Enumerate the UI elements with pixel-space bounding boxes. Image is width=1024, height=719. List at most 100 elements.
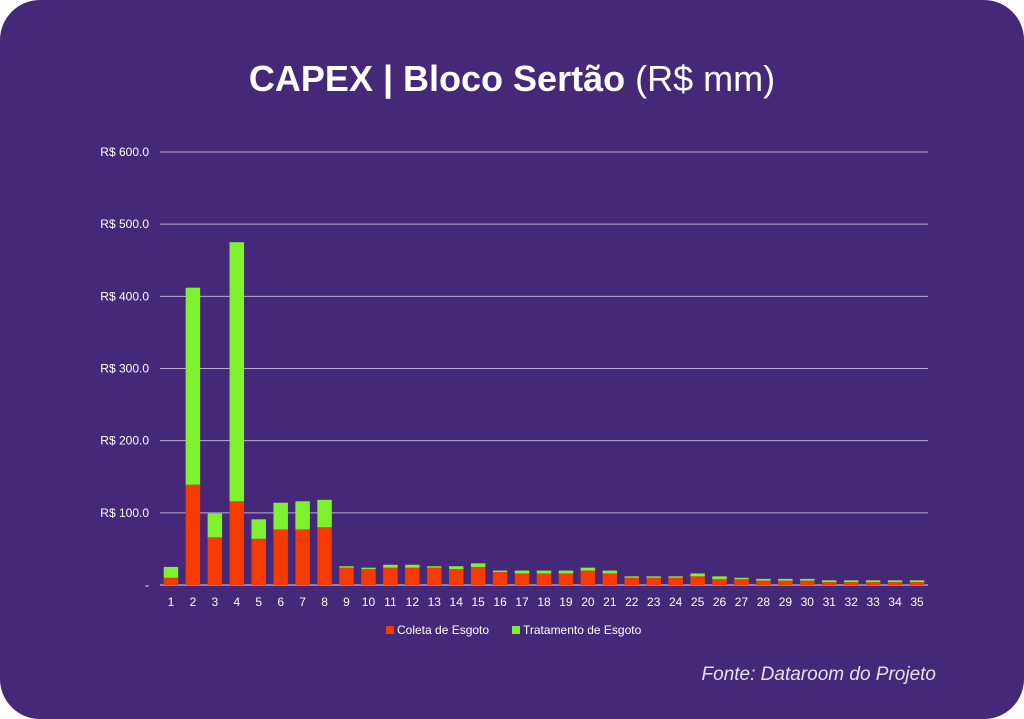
x-tick-label: 4: [233, 595, 240, 609]
bar-coleta: [295, 529, 310, 585]
legend-swatch: [386, 626, 394, 634]
bar-tratamento: [646, 576, 661, 578]
x-tick-label: 11: [384, 595, 397, 609]
bar-tratamento: [470, 563, 486, 567]
y-tick-label: R$ 100.0: [100, 506, 149, 520]
bar-tratamento: [163, 566, 179, 578]
bar-tratamento: [734, 577, 749, 580]
bar-coleta: [207, 537, 223, 585]
bar-tratamento: [822, 580, 837, 583]
chart-title-unit: (R$ mm): [635, 58, 776, 99]
x-tick-label: 12: [406, 595, 420, 609]
bar-tratamento: [361, 567, 376, 570]
bar-tratamento: [865, 580, 881, 583]
x-tick-label: 30: [801, 595, 815, 609]
x-tick-label: 6: [277, 595, 284, 609]
bar-coleta: [865, 582, 881, 585]
bar-tratamento: [624, 576, 640, 578]
y-tick-label: R$ 400.0: [100, 289, 149, 303]
bar-tratamento: [690, 573, 705, 577]
bar-coleta: [251, 538, 266, 585]
bar-coleta: [690, 576, 705, 585]
bar-coleta: [383, 567, 398, 585]
x-tick-label: 32: [845, 595, 859, 609]
x-tick-label: 22: [625, 595, 639, 609]
bar-tratamento: [295, 501, 310, 530]
bar-coleta: [163, 577, 179, 585]
x-tick-label: 9: [343, 595, 350, 609]
bar-tratamento: [492, 570, 508, 573]
x-tick-label: 15: [471, 595, 485, 609]
x-tick-label: 21: [603, 595, 617, 609]
bar-coleta: [778, 580, 793, 585]
x-tick-label: 18: [537, 595, 551, 609]
x-tick-label: 8: [321, 595, 328, 609]
bar-coleta: [536, 573, 552, 585]
bar-tratamento: [909, 580, 925, 583]
x-tick-label: 7: [299, 595, 306, 609]
bar-tratamento: [602, 570, 618, 574]
bar-tratamento: [712, 576, 727, 580]
bar-coleta: [602, 573, 618, 585]
x-tick-label: 24: [669, 595, 683, 609]
bar-tratamento: [448, 566, 464, 570]
bar-tratamento: [558, 570, 574, 574]
bar-coleta: [405, 567, 420, 585]
bar-tratamento: [580, 567, 596, 571]
x-tick-label: 23: [647, 595, 661, 609]
legend-swatch: [512, 626, 520, 634]
x-tick-label: 29: [779, 595, 793, 609]
bar-tratamento: [229, 242, 245, 502]
bar-tratamento: [800, 578, 815, 581]
chart-title-main: CAPEX | Bloco Sertão: [248, 58, 626, 99]
bar-coleta: [339, 567, 354, 585]
bar-coleta: [646, 577, 661, 585]
bar-tratamento: [185, 287, 201, 485]
x-tick-label: 20: [581, 595, 595, 609]
bar-coleta: [624, 577, 640, 585]
bar-coleta: [558, 573, 574, 585]
bar-coleta: [514, 573, 530, 585]
bar-coleta: [448, 569, 464, 585]
bar-tratamento: [207, 513, 223, 538]
bar-tratamento: [514, 570, 530, 574]
bar-coleta: [470, 566, 486, 585]
x-tick-label: 26: [713, 595, 727, 609]
bar-coleta: [843, 582, 859, 585]
bar-tratamento: [317, 499, 332, 528]
y-tick-label: R$ 300.0: [100, 362, 149, 376]
x-tick-label: 27: [735, 595, 749, 609]
x-tick-label: 31: [823, 595, 837, 609]
bar-coleta: [185, 484, 201, 585]
bar-tratamento: [843, 580, 859, 583]
bar-coleta: [712, 579, 727, 585]
bar-coleta: [580, 570, 596, 585]
bar-tratamento: [668, 576, 683, 578]
bar-tratamento: [887, 580, 903, 583]
bar-tratamento: [339, 566, 354, 568]
x-tick-label: 17: [515, 595, 529, 609]
y-tick-label: -: [145, 578, 149, 592]
x-tick-label: 5: [255, 595, 262, 609]
x-tick-label: 28: [757, 595, 771, 609]
bar-coleta: [273, 529, 288, 585]
x-tick-label: 1: [168, 595, 175, 609]
bar-coleta: [909, 582, 925, 585]
x-tick-label: 2: [190, 595, 197, 609]
y-tick-label: R$ 200.0: [100, 434, 149, 448]
bar-tratamento: [536, 570, 552, 574]
legend-label: Tratamento de Esgoto: [523, 623, 642, 637]
bar-coleta: [492, 572, 508, 585]
bar-coleta: [361, 569, 376, 585]
chart-title: CAPEX | Bloco Sertão (R$ mm): [0, 58, 1024, 100]
bar-coleta: [822, 582, 837, 585]
x-tick-label: 3: [212, 595, 219, 609]
bar-tratamento: [405, 564, 420, 568]
bar-coleta: [800, 580, 815, 585]
bar-tratamento: [427, 566, 442, 568]
y-tick-label: R$ 500.0: [100, 217, 149, 231]
bar-tratamento: [383, 564, 398, 568]
x-tick-label: 19: [559, 595, 573, 609]
